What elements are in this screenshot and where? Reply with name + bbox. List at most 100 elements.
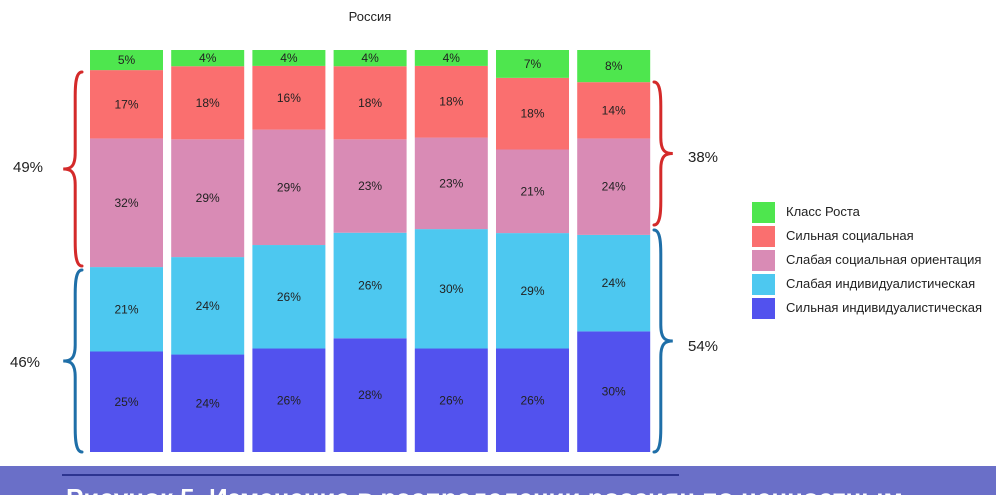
bar-segment-2018-s4 [577, 50, 651, 83]
data-label-2010-s4: 4% [280, 51, 298, 65]
data-label-2006-s3: 17% [114, 97, 138, 111]
data-label-2006-s2: 32% [114, 196, 138, 210]
brackets-group [63, 70, 673, 454]
data-label-2012-s1: 26% [358, 279, 382, 293]
data-label-2010-s1: 26% [277, 290, 301, 304]
bar-segment-2010-s4 [252, 50, 326, 66]
legend-label: Сильная индивидуалистическая [786, 300, 983, 315]
bar-segment-2006-s1 [90, 267, 163, 352]
right-individual-brace [652, 228, 673, 454]
right-individual-bracket-label: 54% [688, 338, 719, 355]
data-label-2016-s4: 7% [524, 57, 542, 71]
data-label-2006-s0: 25% [114, 395, 138, 409]
data-label-2012-s0: 28% [358, 388, 382, 402]
data-label-2008-s4: 4% [199, 51, 217, 65]
data-label-2010-s3: 16% [277, 91, 301, 105]
bar-segment-2006-s4 [90, 50, 163, 71]
bar-segment-2018-s2 [577, 138, 651, 235]
legend-label: Класс Роста [786, 204, 860, 219]
bar-segment-2010-s0 [252, 348, 326, 452]
footer-band: Рисунок 5. Изменение в распределении рос… [0, 466, 996, 495]
bar-segment-2012-s2 [333, 139, 407, 233]
bar-segment-2008-s4 [171, 50, 245, 67]
legend-swatch [752, 202, 775, 223]
bar-segment-2008-s0 [171, 354, 245, 452]
data-label-2016-s0: 26% [520, 393, 544, 407]
data-label-2008-s2: 29% [196, 191, 220, 205]
footer-line [62, 474, 679, 476]
bar-segment-2014-s0 [414, 348, 488, 452]
bar-segment-2006-s2 [90, 138, 163, 268]
data-label-2018-s4: 8% [605, 59, 623, 73]
bar-segment-2014-s1 [414, 229, 488, 349]
bar-segment-2010-s1 [252, 245, 326, 349]
data-label-2018-s2: 24% [602, 180, 626, 194]
bar-segment-2006-s0 [90, 351, 163, 452]
bars-group: 25% 21% 32% 17% 5% 24% 24% 29% 18% 4% 26% 26% 29% 16%… [90, 50, 651, 452]
data-label-2008-s0: 24% [196, 396, 220, 410]
legend-label: Слабая индивидуалистическая [786, 276, 976, 291]
data-label-2016-s1: 29% [520, 284, 544, 298]
data-label-2012-s4: 4% [361, 51, 379, 65]
legend-item-weak-individual: Слабая индивидуалистическая [752, 272, 982, 296]
data-label-2014-s0: 26% [439, 393, 463, 407]
bar-segment-2016-s3 [496, 77, 569, 150]
bar-segment-2018-s1 [577, 234, 651, 332]
data-label-2012-s3: 18% [358, 96, 382, 110]
bar-segment-2014-s2 [414, 137, 488, 230]
data-label-2014-s3: 18% [439, 95, 463, 109]
data-label-2006-s4: 5% [118, 53, 136, 67]
bar-segment-2008-s2 [171, 139, 245, 258]
data-label-2018-s3: 14% [602, 103, 626, 117]
data-label-2016-s3: 18% [520, 107, 544, 121]
bar-segment-2016-s4 [496, 50, 569, 78]
legend-swatch [752, 274, 775, 295]
legend-label: Сильная социальная [786, 228, 914, 243]
data-label-2012-s2: 23% [358, 179, 382, 193]
legend-item-weak-social: Слабая социальная ориентация [752, 248, 982, 272]
bar-segment-2008-s3 [171, 66, 245, 140]
data-label-2016-s2: 21% [520, 184, 544, 198]
data-label-2010-s2: 29% [277, 180, 301, 194]
chart-title: Россия [348, 9, 392, 24]
data-label-2018-s0: 30% [602, 385, 626, 399]
data-label-2006-s1: 21% [114, 302, 138, 316]
legend-swatch [752, 298, 775, 319]
stacked-bar-chart: 25% 21% 32% 17% 5% 24% 24% 29% 18% 4% 26% 26% 29% 16%… [63, 50, 673, 454]
data-label-2014-s4: 4% [443, 51, 461, 65]
right-social-bracket-label: 38% [688, 149, 719, 166]
legend: Класс Роста Сильная социальная Слабая со… [752, 200, 982, 320]
left-social-bracket-label: 49% [13, 159, 44, 176]
figure-caption: Рисунок 5. Изменение в распределении рос… [66, 483, 903, 495]
bar-segment-2010-s3 [252, 65, 326, 130]
bar-segment-2014-s4 [414, 50, 488, 66]
left-individual-brace [63, 268, 84, 454]
left-individual-bracket-label: 46% [10, 354, 41, 371]
data-label-2014-s1: 30% [439, 282, 463, 296]
legend-swatch [752, 250, 775, 271]
legend-item-strong-social: Сильная социальная [752, 224, 982, 248]
bar-segment-2012-s0 [333, 338, 407, 452]
data-label-2008-s3: 18% [196, 96, 220, 110]
bar-segment-2018-s3 [577, 82, 651, 139]
data-label-2014-s2: 23% [439, 176, 463, 190]
data-label-2018-s1: 24% [602, 276, 626, 290]
legend-swatch [752, 226, 775, 247]
data-label-2010-s0: 26% [277, 393, 301, 407]
legend-item-growth: Класс Роста [752, 200, 982, 224]
bar-segment-2008-s1 [171, 257, 245, 355]
left-social-brace [63, 70, 84, 268]
right-social-brace [652, 80, 673, 227]
bar-segment-2010-s2 [252, 129, 326, 246]
bar-segment-2012-s1 [333, 232, 407, 339]
legend-item-strong-individual: Сильная индивидуалистическая [752, 296, 982, 320]
bar-segment-2006-s3 [90, 70, 163, 139]
legend-label: Слабая социальная ориентация [786, 252, 982, 267]
bar-segment-2016-s0 [496, 348, 569, 452]
data-label-2008-s1: 24% [196, 299, 220, 313]
bar-segment-2018-s0 [577, 331, 651, 452]
bar-segment-2016-s1 [496, 233, 569, 349]
bar-segment-2016-s2 [496, 149, 569, 234]
bar-segment-2012-s4 [333, 50, 407, 67]
bar-segment-2012-s3 [333, 66, 407, 140]
